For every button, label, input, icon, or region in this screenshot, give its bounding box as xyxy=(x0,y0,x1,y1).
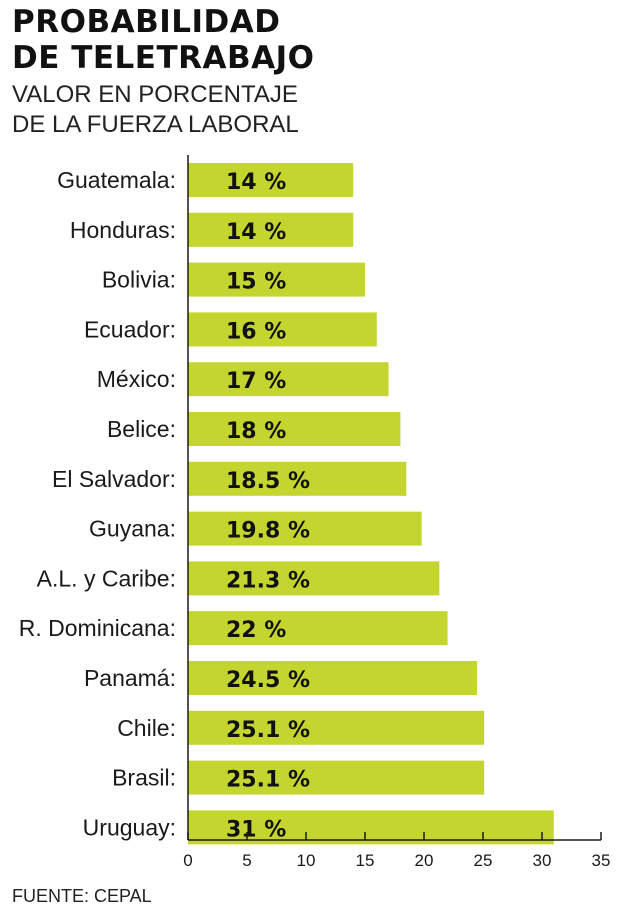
value-label: 14 % xyxy=(226,220,286,245)
category-label: Uruguay: xyxy=(83,814,176,840)
bar-belice xyxy=(188,412,401,446)
bar-panam xyxy=(188,661,478,695)
category-label: A.L. y Caribe: xyxy=(37,565,176,591)
value-label: 24.5 % xyxy=(226,668,310,693)
subtitle-line-1: VALOR EN PORCENTAJE xyxy=(12,81,298,108)
value-label: 22 % xyxy=(226,618,286,643)
category-label: Guyana: xyxy=(89,516,176,542)
bar-guatemala xyxy=(188,163,354,197)
chart-subtitle: VALOR EN PORCENTAJE DE LA FUERZA LABORAL xyxy=(12,80,612,140)
title-line-1: PROBABILIDAD xyxy=(12,4,281,40)
value-label: 16 % xyxy=(226,319,286,344)
x-tick-label: 20 xyxy=(415,851,434,870)
value-label: 18.5 % xyxy=(226,469,310,494)
value-label: 25.1 % xyxy=(226,718,310,743)
subtitle-line-2: DE LA FUERZA LABORAL xyxy=(12,111,299,138)
x-tick-label: 25 xyxy=(474,851,493,870)
bar-r-dominicana xyxy=(188,611,448,646)
category-label: El Salvador: xyxy=(52,466,176,492)
bar-m-xico xyxy=(188,362,389,397)
bar-uruguay xyxy=(188,810,554,845)
value-label: 19.8 % xyxy=(226,519,310,544)
bar-honduras xyxy=(188,212,354,247)
bar-a-l-y-caribe xyxy=(188,561,440,596)
x-tick-label: 15 xyxy=(356,851,375,870)
category-label: Chile: xyxy=(117,715,176,741)
bar-brasil xyxy=(188,760,485,795)
value-label: 14 % xyxy=(226,170,286,195)
category-label: México: xyxy=(97,366,176,392)
category-label: R. Dominicana: xyxy=(19,615,176,641)
bar-ecuador xyxy=(188,312,377,347)
x-tick-label: 10 xyxy=(297,851,316,870)
bar-chile xyxy=(188,710,485,745)
x-tick-label: 5 xyxy=(242,851,251,870)
source-note: FUENTE: CEPAL xyxy=(12,886,152,906)
title-line-2: DE TELETRABAJO xyxy=(12,40,315,76)
x-tick-label: 35 xyxy=(592,851,611,870)
bar-bolivia xyxy=(188,262,365,297)
value-label: 17 % xyxy=(226,369,286,394)
category-label: Bolivia: xyxy=(102,267,176,293)
chart-title: PROBABILIDAD DE TELETRABAJO xyxy=(12,4,612,76)
category-label: Brasil: xyxy=(112,765,176,791)
category-label: Honduras: xyxy=(70,217,176,243)
category-label: Guatemala: xyxy=(57,167,176,193)
x-tick-label: 30 xyxy=(533,851,552,870)
category-label: Ecuador: xyxy=(84,316,176,342)
value-label: 21.3 % xyxy=(226,568,310,593)
value-label: 25.1 % xyxy=(226,768,310,793)
value-label: 31 % xyxy=(226,817,286,842)
category-label: Belice: xyxy=(107,416,176,442)
value-label: 15 % xyxy=(226,270,286,295)
value-label: 18 % xyxy=(226,419,286,444)
bar-el-salvador xyxy=(188,461,407,496)
category-label: Panamá: xyxy=(84,665,176,691)
bar-guyana xyxy=(188,511,422,546)
x-tick-label: 0 xyxy=(183,851,192,870)
